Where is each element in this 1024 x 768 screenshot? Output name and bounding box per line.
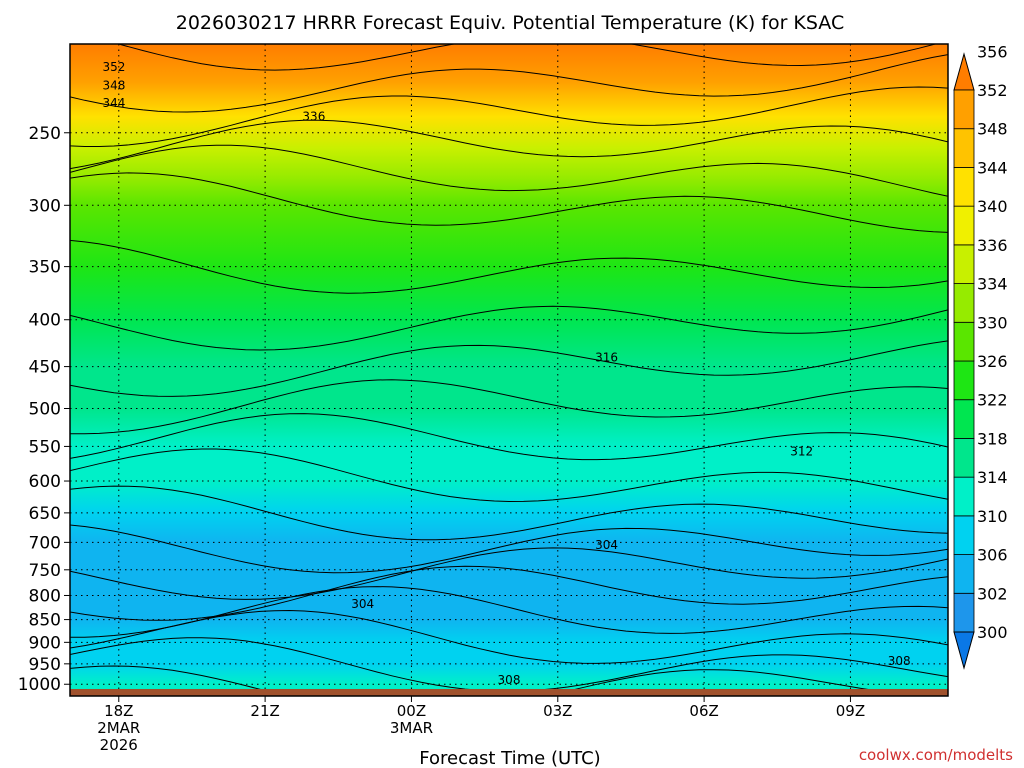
colorbar-label: 330 xyxy=(977,313,1008,332)
colorbar-band xyxy=(953,438,975,478)
colorbar-label: 356 xyxy=(977,42,1008,61)
y-tick-label: 400 xyxy=(29,311,61,331)
y-tick-label: 650 xyxy=(29,504,61,524)
y-tick-label: 700 xyxy=(29,533,61,553)
contour-label: 336 xyxy=(302,110,325,124)
x-tick-label: 09Z xyxy=(836,702,865,720)
x-axis-label: Forecast Time (UTC) xyxy=(419,748,600,768)
x-tick-label: 00Z xyxy=(397,702,426,720)
y-axis: 2503003504004505005506006507007508008509… xyxy=(18,124,70,695)
colorbar-label: 300 xyxy=(977,623,1008,642)
contour-line xyxy=(116,44,938,71)
chart-title: 2026030217 HRRR Forecast Equiv. Potentia… xyxy=(176,12,845,34)
colorbar-band xyxy=(953,167,975,207)
contour-line xyxy=(70,54,948,113)
colorbar-label: 348 xyxy=(977,120,1008,139)
y-tick-label: 850 xyxy=(29,611,61,631)
contour-line xyxy=(70,305,948,351)
contour-label: 312 xyxy=(790,444,813,458)
contour-label: 304 xyxy=(351,597,374,611)
contour-line xyxy=(70,547,948,600)
y-tick-label: 550 xyxy=(29,437,61,457)
y-tick-label: 350 xyxy=(29,258,61,278)
x-tick-label: 3MAR xyxy=(390,719,433,737)
contour-line xyxy=(70,609,948,664)
contour-label: 316 xyxy=(595,351,618,365)
colorbar-label: 352 xyxy=(977,81,1008,100)
y-tick-label: 500 xyxy=(29,400,61,420)
x-tick-label: 03Z xyxy=(543,702,572,720)
contour-line xyxy=(70,340,948,397)
contour-line xyxy=(70,524,948,574)
contour-label: 308 xyxy=(888,654,911,668)
theta-e-field xyxy=(70,44,948,696)
contour-line xyxy=(70,119,948,170)
colorbar-band xyxy=(953,244,975,284)
colorbar-label: 310 xyxy=(977,507,1008,526)
colorbar-label: 322 xyxy=(977,391,1008,410)
colorbar-band xyxy=(953,360,975,401)
y-tick-label: 800 xyxy=(29,586,61,606)
contour-label: 304 xyxy=(595,538,618,552)
colorbar-label: 314 xyxy=(977,468,1008,487)
contour-line xyxy=(70,413,948,461)
colorbar-label: 334 xyxy=(977,275,1008,294)
x-tick-label: 2MAR xyxy=(97,719,140,737)
colorbar-label: 302 xyxy=(977,584,1008,603)
colorbar: 300 302 306 310 314 318 322 326 330 334 336 340 344 3… xyxy=(953,42,1008,670)
colorbar-band xyxy=(953,554,975,594)
y-tick-label: 300 xyxy=(29,196,61,216)
contour-line xyxy=(70,586,948,638)
y-tick-label: 950 xyxy=(29,655,61,675)
colorbar-band xyxy=(953,476,975,517)
contour-line xyxy=(70,485,948,541)
colorbar-label: 344 xyxy=(977,158,1008,177)
x-tick-label: 21Z xyxy=(250,702,279,720)
colorbar-label: 306 xyxy=(977,546,1008,565)
contour-line xyxy=(70,86,948,147)
contour-line xyxy=(70,172,948,233)
y-tick-label: 1000 xyxy=(18,675,61,695)
colorbar-extend-bottom xyxy=(953,631,975,670)
colorbar-extend-top xyxy=(953,52,975,91)
contour-line xyxy=(70,144,948,197)
contour-line xyxy=(70,379,948,435)
colorbar-band xyxy=(953,89,975,130)
grid-lines xyxy=(70,44,948,696)
x-tick-label: 2026 xyxy=(100,736,138,754)
plot-area: 352 348 344 336 316 312 304 304 308 308 xyxy=(70,44,948,696)
colorbar-label: 340 xyxy=(977,197,1008,216)
colorbar-band xyxy=(953,515,975,555)
contour-labels: 352 348 344 336 316 312 304 304 308 308 xyxy=(102,60,910,687)
colorbar-band xyxy=(953,128,975,168)
y-tick-label: 250 xyxy=(29,124,61,144)
colorbar-label: 336 xyxy=(977,236,1008,255)
contour-lines xyxy=(70,44,948,696)
contour-line xyxy=(70,239,948,294)
colorbar-label: 318 xyxy=(977,429,1008,448)
colorbar-label: 326 xyxy=(977,352,1008,371)
colorbar-band xyxy=(953,205,975,246)
contour-label: 308 xyxy=(498,673,521,687)
contour-line xyxy=(70,665,940,696)
y-tick-label: 900 xyxy=(29,633,61,653)
colorbar-band xyxy=(953,592,975,633)
contour-label: 348 xyxy=(102,79,125,93)
colorbar-band xyxy=(953,283,975,323)
colorbar-band xyxy=(953,321,975,362)
y-tick-label: 600 xyxy=(29,472,61,492)
colorbar-band xyxy=(953,399,975,439)
contour-label: 344 xyxy=(102,96,125,110)
contour-label: 352 xyxy=(102,60,125,74)
y-tick-label: 750 xyxy=(29,561,61,581)
x-tick-label: 06Z xyxy=(689,702,718,720)
plot-frame xyxy=(69,43,949,697)
terrain-below-surface xyxy=(70,688,948,696)
contour-line xyxy=(70,448,948,503)
y-tick-label: 450 xyxy=(29,358,61,378)
credit-text: coolwx.com/modelts xyxy=(859,746,1013,764)
x-tick-label: 18Z xyxy=(104,702,133,720)
